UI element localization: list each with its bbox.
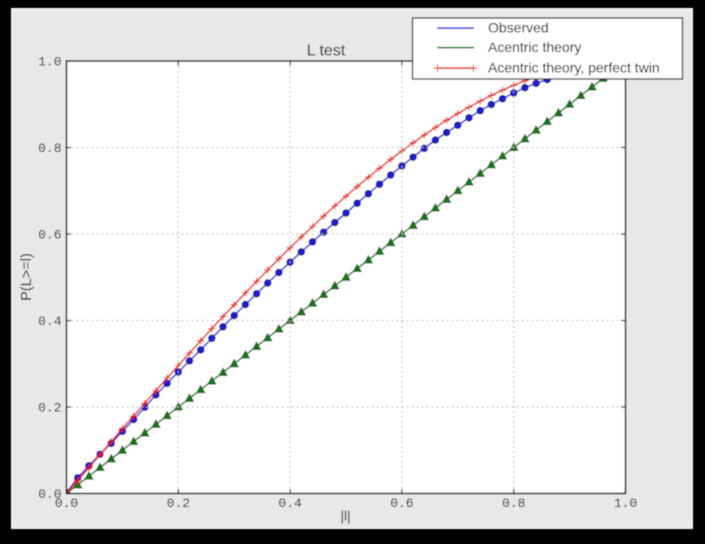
svg-text:0.2: 0.2	[38, 401, 61, 416]
svg-text:0.0: 0.0	[38, 487, 61, 502]
svg-text:Acentric theory, perfect twin: Acentric theory, perfect twin	[488, 60, 660, 76]
svg-text:|l|: |l|	[340, 509, 350, 524]
svg-text:1.0: 1.0	[614, 496, 637, 511]
svg-text:0.6: 0.6	[38, 228, 61, 243]
svg-text:Acentric theory: Acentric theory	[488, 39, 581, 55]
svg-text:L test: L test	[307, 43, 346, 60]
svg-text:0.6: 0.6	[390, 496, 413, 511]
svg-text:0.0: 0.0	[55, 496, 78, 511]
svg-text:1.0: 1.0	[38, 55, 61, 70]
svg-text:0.2: 0.2	[167, 496, 190, 511]
svg-text:Observed: Observed	[488, 20, 549, 36]
svg-text:0.8: 0.8	[38, 141, 61, 156]
svg-text:P(L>=l): P(L>=l)	[19, 253, 35, 301]
svg-text:0.4: 0.4	[278, 496, 302, 511]
svg-text:0.4: 0.4	[38, 314, 62, 329]
svg-text:0.8: 0.8	[502, 496, 525, 511]
